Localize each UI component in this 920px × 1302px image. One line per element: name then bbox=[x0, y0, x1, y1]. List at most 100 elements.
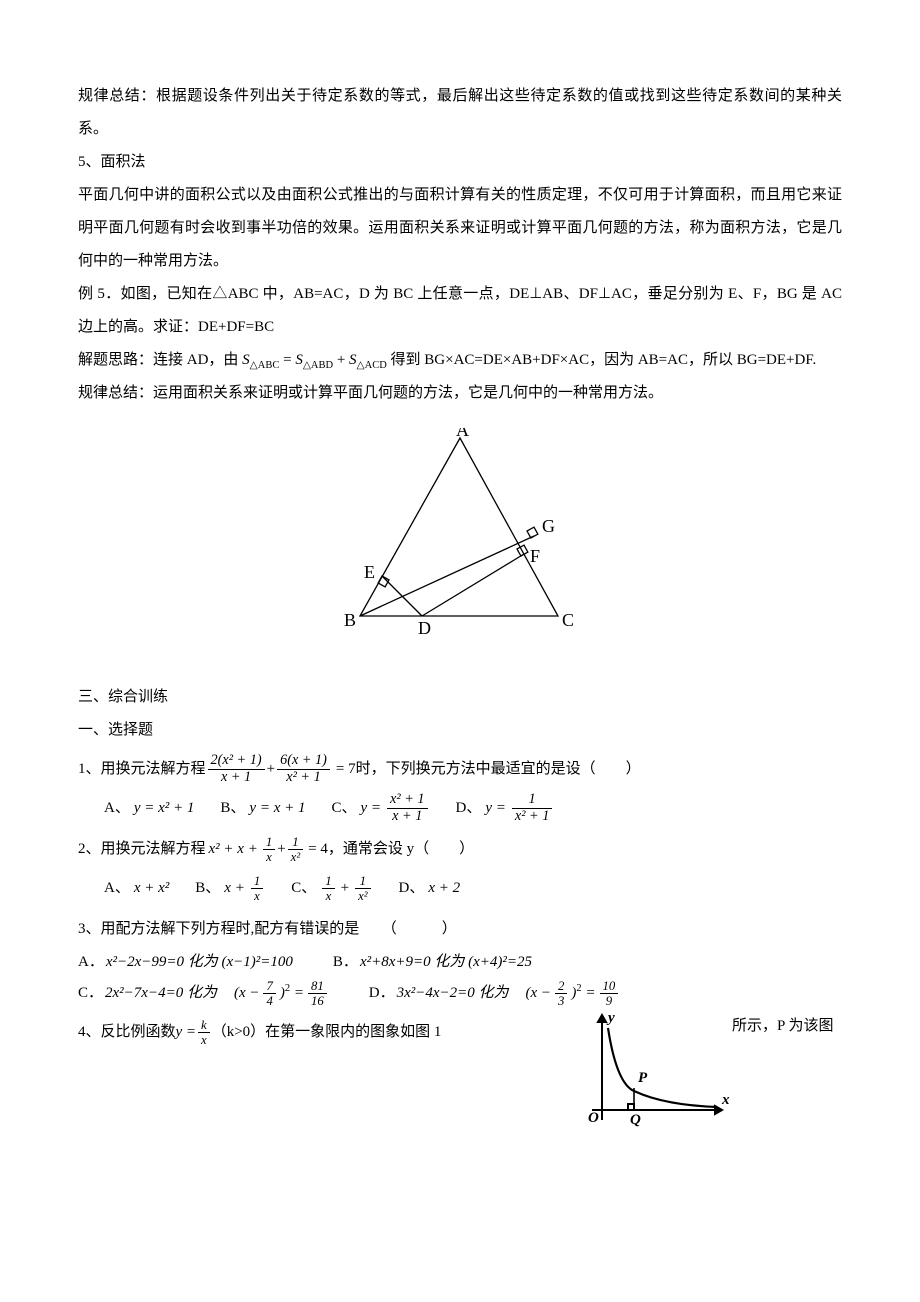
hyperbola-svg: P O Q x y bbox=[572, 1010, 732, 1130]
q1-eq: = 7 bbox=[336, 753, 356, 786]
q2a-val: x + x² bbox=[134, 872, 169, 905]
q1-stem: 1、用换元法解方程 2(x² + 1) x + 1 + 6(x + 1) x² … bbox=[78, 753, 842, 786]
q3-row1: A．x²−2x−99=0 化为 (x−1)²=100 B．x²+8x+9=0 化… bbox=[78, 948, 842, 977]
q4-row: 4、反比例函数 y = kx （k>0）在第一象限内的图象如图 1 P O Q … bbox=[78, 1010, 842, 1143]
label-a: A bbox=[456, 428, 469, 440]
q1-opt-a-val: y = x² + 1 bbox=[134, 792, 195, 825]
q3c-ln: 7 bbox=[263, 979, 275, 994]
q2b-d: x bbox=[251, 889, 263, 903]
q1-frac1: 2(x² + 1) x + 1 bbox=[208, 753, 265, 785]
q2-options: A、x + x² B、x + 1x C、 1x + 1x² D、x + 2 bbox=[104, 872, 842, 905]
q2-stem: 2、用换元法解方程 x² + x + 1x + 1x² = 4 ，通常会设 y（… bbox=[78, 833, 842, 866]
q2c2-n: 1 bbox=[355, 874, 370, 889]
sub-abd: △ABD bbox=[303, 360, 333, 371]
label-c: C bbox=[562, 610, 574, 630]
q2d-val: x + 2 bbox=[428, 872, 460, 905]
q3c-label: C． bbox=[78, 979, 103, 1008]
q3b-eq: x²+8x+9=0 化为 (x+4)²=25 bbox=[360, 948, 532, 977]
q3d-rn: 10 bbox=[600, 979, 619, 994]
label-o: O bbox=[588, 1110, 599, 1126]
q3a-label: A． bbox=[78, 948, 104, 977]
q3-opt-a: A．x²−2x−99=0 化为 (x−1)²=100 bbox=[78, 948, 293, 977]
q2-opt-a: A、x + x² bbox=[104, 872, 169, 905]
q1-opt-d: D、y = 1x² + 1 bbox=[456, 792, 555, 825]
q1d-num: 1 bbox=[512, 792, 552, 809]
q3-stem: 3、用配方法解下列方程时,配方有错误的是 （ ） bbox=[78, 913, 842, 946]
label-p: P bbox=[638, 1070, 648, 1086]
q1-opt-c: C、y = x² + 1x + 1 bbox=[331, 792, 429, 825]
q4-fn: k bbox=[198, 1018, 210, 1033]
q1-opt-a: A、y = x² + 1 bbox=[104, 792, 194, 825]
q2-expr: x² + x + bbox=[209, 833, 258, 866]
s-symbol-1: S bbox=[242, 352, 250, 368]
method5-title: 5、面积法 bbox=[78, 146, 842, 179]
q1-plus: + bbox=[267, 753, 275, 786]
ex5-sol-post: 得到 BG×AC=DE×AB+DF×AC，因为 AB=AC，所以 BG=DE+D… bbox=[391, 352, 817, 368]
q3-opt-b: B．x²+8x+9=0 化为 (x+4)²=25 bbox=[333, 948, 532, 977]
q2c1-d: x bbox=[322, 889, 334, 903]
q3a-eq: x²−2x−99=0 化为 (x−1)²=100 bbox=[106, 948, 293, 977]
section-3-sub1: 一、选择题 bbox=[78, 714, 842, 747]
q3d-rd: 9 bbox=[600, 994, 619, 1008]
q2c1-n: 1 bbox=[322, 874, 334, 889]
q1-pre: 1、用换元法解方程 bbox=[78, 753, 206, 786]
ex5-sol-pre: 解题思路：连接 AD，由 bbox=[78, 352, 238, 368]
q3c-pre: 2x²−7x−4=0 化为 bbox=[105, 979, 217, 1008]
q3c-rd: 16 bbox=[308, 994, 327, 1008]
q1-post: 时，下列换元方法中最适宜的是设（ ） bbox=[356, 753, 641, 786]
q2b-n: 1 bbox=[251, 874, 263, 889]
q1-den2: x² + 1 bbox=[277, 770, 330, 786]
method5-body: 平面几何中讲的面积公式以及由面积公式推出的与面积计算有关的性质定理，不仅可用于计… bbox=[78, 179, 842, 278]
q2-opt-d: D、x + 2 bbox=[399, 872, 461, 905]
q2b-pre: x + bbox=[224, 872, 245, 905]
q1-opt-b-val: y = x + 1 bbox=[249, 792, 305, 825]
section-3-title: 三、综合训练 bbox=[78, 681, 842, 714]
q3d-label: D． bbox=[369, 979, 395, 1008]
label-b: B bbox=[344, 610, 356, 630]
label-e: E bbox=[364, 562, 375, 582]
q2-opt-b: B、x + 1x bbox=[195, 872, 265, 905]
q3-row2: C． 2x²−7x−4=0 化为 (x − 74)2 = 8116 D． 3x²… bbox=[78, 979, 842, 1008]
q2-opt-c: C、 1x + 1x² bbox=[291, 872, 372, 905]
summary-5: 规律总结：运用面积关系来证明或计算平面几何题的方法，它是几何中的一种常用方法。 bbox=[78, 377, 842, 410]
q2-f2n: 1 bbox=[288, 835, 303, 850]
label-f: F bbox=[530, 546, 540, 566]
s-symbol-3: S bbox=[349, 352, 357, 368]
example5-solution: 解题思路：连接 AD，由 S△ABC = S△ABD + S△ACD 得到 BG… bbox=[78, 344, 842, 377]
q3c-rn: 81 bbox=[308, 979, 327, 994]
sub-abc: △ABC bbox=[250, 360, 280, 371]
q1-num2: 6(x + 1) bbox=[277, 753, 330, 770]
q1-den1: x + 1 bbox=[208, 770, 265, 786]
area-equation: S△ABC = S△ABD + S△ACD bbox=[242, 352, 390, 368]
q3-opt-d: D． 3x²−4x−2=0 化为 (x − 23)2 = 109 bbox=[369, 979, 621, 1008]
label-d: D bbox=[418, 618, 431, 638]
q4-fd: x bbox=[198, 1033, 210, 1047]
q4-pre: 4、反比例函数 bbox=[78, 1016, 176, 1049]
q4-stem: 4、反比例函数 y = kx （k>0）在第一象限内的图象如图 1 bbox=[78, 1016, 572, 1049]
label-q: Q bbox=[630, 1112, 641, 1128]
q3b-label: B． bbox=[333, 948, 358, 977]
figure-triangle: A B C D E F G bbox=[78, 428, 842, 651]
q2-f1d: x bbox=[263, 850, 275, 864]
label-y: y bbox=[606, 1010, 615, 1026]
q2-eq: = 4 bbox=[308, 833, 328, 866]
q2c2-d: x² bbox=[355, 889, 370, 903]
label-g: G bbox=[542, 516, 555, 536]
q1-opt-b: B、y = x + 1 bbox=[220, 792, 305, 825]
q1d-den: x² + 1 bbox=[512, 809, 552, 825]
q1c-den: x + 1 bbox=[387, 809, 427, 825]
q3c-ld: 4 bbox=[263, 994, 275, 1008]
q4-figure: P O Q x y bbox=[572, 1010, 732, 1143]
triangle-svg: A B C D E F G bbox=[330, 428, 590, 638]
q1-options: A、y = x² + 1 B、y = x + 1 C、y = x² + 1x +… bbox=[104, 792, 842, 825]
q2-f1n: 1 bbox=[263, 835, 275, 850]
q1c-num: x² + 1 bbox=[387, 792, 427, 809]
q3d-pre: 3x²−4x−2=0 化为 bbox=[397, 979, 509, 1008]
q4-mid: （k>0）在第一象限内的图象如图 1 bbox=[212, 1016, 442, 1049]
q3d-ln: 2 bbox=[555, 979, 567, 994]
q3d-ld: 3 bbox=[555, 994, 567, 1008]
q1-num1: 2(x² + 1) bbox=[208, 753, 265, 770]
summary-1: 规律总结：根据题设条件列出关于待定系数的等式，最后解出这些待定系数的值或找到这些… bbox=[78, 80, 842, 146]
label-x: x bbox=[721, 1092, 730, 1108]
q2-post: ，通常会设 y（ ） bbox=[328, 833, 474, 866]
